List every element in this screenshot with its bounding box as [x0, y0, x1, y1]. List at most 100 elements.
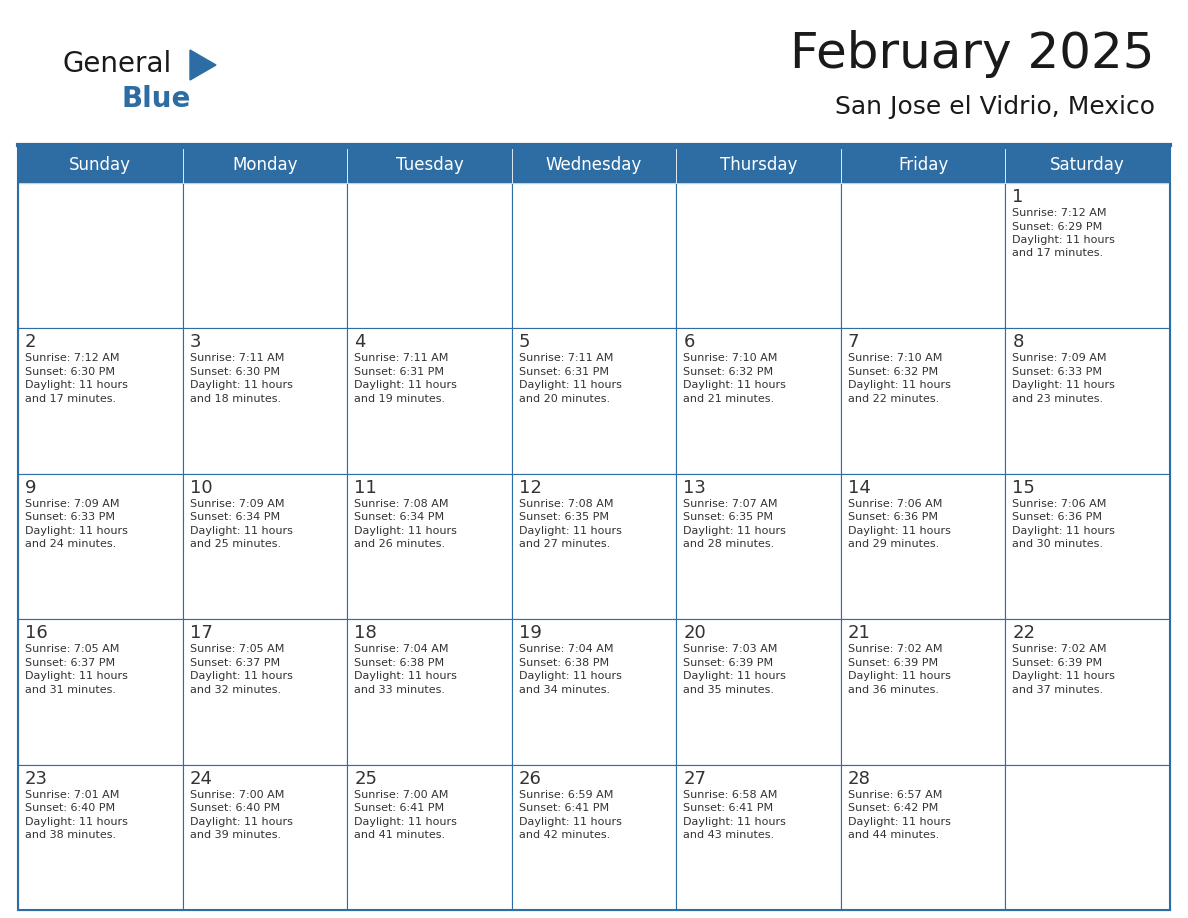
Bar: [183, 183, 347, 329]
Text: Sunset: 6:36 PM: Sunset: 6:36 PM: [1012, 512, 1102, 522]
Text: Daylight: 11 hours: Daylight: 11 hours: [683, 671, 786, 681]
Text: 19: 19: [519, 624, 542, 643]
Text: Sunset: 6:41 PM: Sunset: 6:41 PM: [683, 803, 773, 813]
Text: Sunset: 6:34 PM: Sunset: 6:34 PM: [354, 512, 444, 522]
Text: Sunset: 6:35 PM: Sunset: 6:35 PM: [683, 512, 773, 522]
Text: Sunset: 6:35 PM: Sunset: 6:35 PM: [519, 512, 608, 522]
Text: 17: 17: [190, 624, 213, 643]
Bar: [183, 765, 347, 910]
Text: 16: 16: [25, 624, 48, 643]
Text: 27: 27: [683, 769, 707, 788]
Text: Sunrise: 7:05 AM: Sunrise: 7:05 AM: [25, 644, 119, 655]
Bar: [512, 474, 676, 620]
Text: Sunset: 6:37 PM: Sunset: 6:37 PM: [25, 657, 115, 667]
Text: and 38 minutes.: and 38 minutes.: [25, 830, 116, 840]
Text: Sunset: 6:29 PM: Sunset: 6:29 PM: [1012, 221, 1102, 231]
Text: Sunset: 6:36 PM: Sunset: 6:36 PM: [848, 512, 937, 522]
Text: Sunrise: 7:10 AM: Sunrise: 7:10 AM: [683, 353, 778, 364]
Text: 15: 15: [1012, 479, 1035, 497]
Text: San Jose el Vidrio, Mexico: San Jose el Vidrio, Mexico: [835, 95, 1155, 119]
Text: Sunrise: 7:04 AM: Sunrise: 7:04 AM: [519, 644, 613, 655]
Bar: [1005, 474, 1170, 620]
Text: Thursday: Thursday: [720, 156, 797, 174]
Text: Sunrise: 7:11 AM: Sunrise: 7:11 AM: [519, 353, 613, 364]
Text: Daylight: 11 hours: Daylight: 11 hours: [25, 817, 128, 826]
Text: 20: 20: [683, 624, 706, 643]
Text: 24: 24: [190, 769, 213, 788]
Bar: [347, 620, 512, 765]
Text: and 34 minutes.: and 34 minutes.: [519, 685, 609, 695]
Text: Sunrise: 7:05 AM: Sunrise: 7:05 AM: [190, 644, 284, 655]
Bar: [1005, 329, 1170, 474]
Text: Sunrise: 7:00 AM: Sunrise: 7:00 AM: [354, 789, 449, 800]
Text: and 17 minutes.: and 17 minutes.: [1012, 249, 1104, 259]
Text: and 25 minutes.: and 25 minutes.: [190, 539, 280, 549]
Bar: [183, 329, 347, 474]
Text: 14: 14: [848, 479, 871, 497]
Text: and 41 minutes.: and 41 minutes.: [354, 830, 446, 840]
Bar: [512, 329, 676, 474]
Text: 12: 12: [519, 479, 542, 497]
Text: and 19 minutes.: and 19 minutes.: [354, 394, 446, 404]
Text: Daylight: 11 hours: Daylight: 11 hours: [519, 817, 621, 826]
Bar: [183, 148, 347, 183]
Text: Sunrise: 7:07 AM: Sunrise: 7:07 AM: [683, 498, 778, 509]
Text: and 26 minutes.: and 26 minutes.: [354, 539, 446, 549]
Bar: [841, 765, 1005, 910]
Text: and 21 minutes.: and 21 minutes.: [683, 394, 775, 404]
Text: Daylight: 11 hours: Daylight: 11 hours: [519, 380, 621, 390]
Bar: [183, 474, 347, 620]
Text: Daylight: 11 hours: Daylight: 11 hours: [848, 817, 950, 826]
Text: Daylight: 11 hours: Daylight: 11 hours: [25, 671, 128, 681]
Text: Sunrise: 7:08 AM: Sunrise: 7:08 AM: [354, 498, 449, 509]
Bar: [676, 148, 841, 183]
Bar: [676, 329, 841, 474]
Text: Sunset: 6:41 PM: Sunset: 6:41 PM: [519, 803, 608, 813]
Text: Sunset: 6:31 PM: Sunset: 6:31 PM: [354, 367, 444, 377]
Text: Sunset: 6:42 PM: Sunset: 6:42 PM: [848, 803, 939, 813]
Bar: [1005, 765, 1170, 910]
Text: Sunrise: 7:10 AM: Sunrise: 7:10 AM: [848, 353, 942, 364]
Text: 7: 7: [848, 333, 859, 352]
Bar: [347, 474, 512, 620]
Text: Sunset: 6:32 PM: Sunset: 6:32 PM: [683, 367, 773, 377]
Text: Daylight: 11 hours: Daylight: 11 hours: [848, 526, 950, 536]
Bar: [841, 620, 1005, 765]
Bar: [18, 148, 183, 183]
Text: Sunset: 6:30 PM: Sunset: 6:30 PM: [25, 367, 115, 377]
Text: Sunset: 6:30 PM: Sunset: 6:30 PM: [190, 367, 279, 377]
Text: and 22 minutes.: and 22 minutes.: [848, 394, 939, 404]
Text: 21: 21: [848, 624, 871, 643]
Text: Daylight: 11 hours: Daylight: 11 hours: [190, 671, 292, 681]
Text: Sunrise: 7:06 AM: Sunrise: 7:06 AM: [1012, 498, 1107, 509]
Bar: [18, 620, 183, 765]
Text: Daylight: 11 hours: Daylight: 11 hours: [683, 817, 786, 826]
Text: Daylight: 11 hours: Daylight: 11 hours: [848, 671, 950, 681]
Text: Sunrise: 7:12 AM: Sunrise: 7:12 AM: [25, 353, 120, 364]
Bar: [512, 620, 676, 765]
Text: and 32 minutes.: and 32 minutes.: [190, 685, 280, 695]
Text: and 36 minutes.: and 36 minutes.: [848, 685, 939, 695]
Text: General: General: [62, 50, 171, 78]
Text: and 44 minutes.: and 44 minutes.: [848, 830, 939, 840]
Text: Daylight: 11 hours: Daylight: 11 hours: [190, 817, 292, 826]
Text: Sunrise: 7:02 AM: Sunrise: 7:02 AM: [1012, 644, 1107, 655]
Text: 5: 5: [519, 333, 530, 352]
Text: and 31 minutes.: and 31 minutes.: [25, 685, 116, 695]
Text: Sunset: 6:33 PM: Sunset: 6:33 PM: [1012, 367, 1102, 377]
Bar: [841, 474, 1005, 620]
Text: and 18 minutes.: and 18 minutes.: [190, 394, 280, 404]
Text: Daylight: 11 hours: Daylight: 11 hours: [1012, 526, 1116, 536]
Bar: [18, 183, 183, 329]
Text: 22: 22: [1012, 624, 1036, 643]
Text: Sunset: 6:31 PM: Sunset: 6:31 PM: [519, 367, 608, 377]
Text: Friday: Friday: [898, 156, 948, 174]
Text: and 37 minutes.: and 37 minutes.: [1012, 685, 1104, 695]
Text: Sunset: 6:32 PM: Sunset: 6:32 PM: [848, 367, 939, 377]
Bar: [18, 765, 183, 910]
Text: Sunset: 6:39 PM: Sunset: 6:39 PM: [1012, 657, 1102, 667]
Polygon shape: [190, 50, 216, 80]
Bar: [18, 148, 1170, 910]
Text: Sunrise: 7:11 AM: Sunrise: 7:11 AM: [354, 353, 449, 364]
Text: Tuesday: Tuesday: [396, 156, 463, 174]
